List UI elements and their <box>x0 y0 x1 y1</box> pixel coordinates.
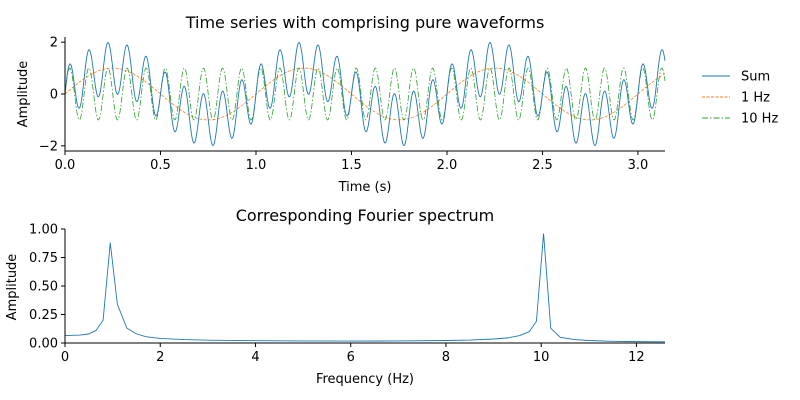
chart-title-time-series: Time series with comprising pure wavefor… <box>185 13 545 32</box>
x-tick-label: 8 <box>442 350 450 365</box>
series-line-spectrum <box>64 233 666 343</box>
series-line-sum <box>64 41 666 147</box>
x-tick-label: 10 <box>533 350 550 365</box>
x-axis-label-fourier: Frequency (Hz) <box>316 372 414 387</box>
plot-area-fourier <box>64 233 666 343</box>
y-tick-label: 1.00 <box>29 223 58 238</box>
plot-area-time-series <box>64 41 666 147</box>
x-tick-label: 0 <box>61 350 69 365</box>
chart-time-series: Time series with comprising pure wavefor… <box>16 13 778 195</box>
legend-label-1hz: 1 Hz <box>741 91 770 106</box>
x-tick-label: 2 <box>156 350 164 365</box>
x-tick-label: 1.0 <box>246 158 267 173</box>
x-tick-label: 2.5 <box>532 158 553 173</box>
legend-item-10hz: 10 Hz <box>702 112 778 127</box>
y-axis-label-fourier: Amplitude <box>5 254 20 321</box>
series-line-1-hz <box>64 67 666 121</box>
x-ticks-fourier: 0 2 4 6 8 10 12 <box>61 343 645 365</box>
y-tick-label: 0.50 <box>29 280 58 295</box>
y-tick-label: 2 <box>50 36 58 51</box>
legend-label-10hz: 10 Hz <box>741 112 778 127</box>
chart-title-fourier: Corresponding Fourier spectrum <box>236 206 495 225</box>
x-tick-label: 3.0 <box>628 158 649 173</box>
y-tick-label: 0 <box>50 88 58 103</box>
legend-label-sum: Sum <box>741 70 770 85</box>
legend-item-1hz: 1 Hz <box>702 91 770 106</box>
x-axis-label-time-series: Time (s) <box>338 180 392 195</box>
series-line-10-hz <box>64 67 666 121</box>
y-ticks-fourier: 0.00 0.25 0.50 0.75 1.00 <box>29 223 65 352</box>
chart-fourier-spectrum: Corresponding Fourier spectrum 0 2 4 6 8 10 12… <box>5 206 666 387</box>
x-tick-label: 1.5 <box>341 158 362 173</box>
y-axis-label-time-series: Amplitude <box>16 61 31 128</box>
y-tick-label: −2 <box>39 139 58 154</box>
x-tick-label: 0.0 <box>55 158 76 173</box>
y-tick-label: 0.25 <box>29 308 58 323</box>
y-tick-label: 0.75 <box>29 251 58 266</box>
x-tick-label: 0.5 <box>150 158 171 173</box>
x-tick-label: 6 <box>347 350 355 365</box>
x-tick-label: 4 <box>251 350 259 365</box>
y-ticks-time-series: −2 0 2 <box>39 36 65 154</box>
legend: Sum 1 Hz 10 Hz <box>702 70 778 127</box>
legend-item-sum: Sum <box>702 70 770 85</box>
x-tick-label: 2.0 <box>437 158 458 173</box>
y-tick-label: 0.00 <box>29 337 58 352</box>
x-ticks-time-series: 0.0 0.5 1.0 1.5 2.0 2.5 3.0 <box>55 151 649 173</box>
x-tick-label: 12 <box>628 350 645 365</box>
